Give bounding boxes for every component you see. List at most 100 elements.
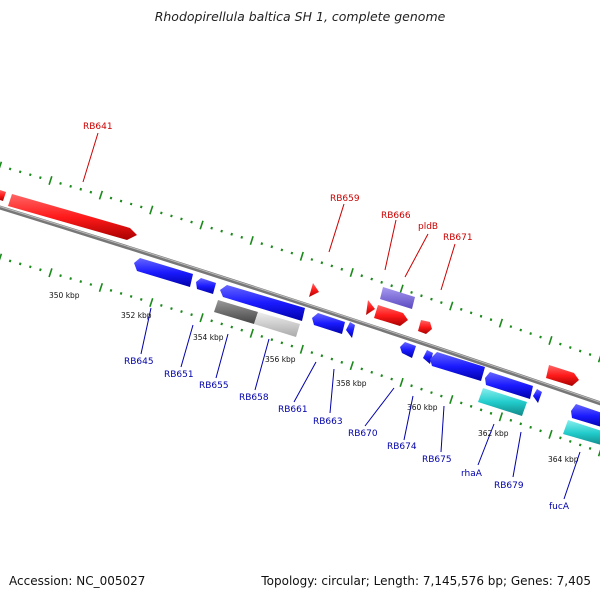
gene-label: RB671 xyxy=(443,233,473,243)
tick-mark xyxy=(230,325,234,329)
tick-mark xyxy=(479,314,483,318)
tick-mark xyxy=(270,338,274,342)
tick-mark xyxy=(129,202,133,206)
tick-mark xyxy=(320,354,324,358)
gene-forward xyxy=(309,283,319,297)
gene-reverse xyxy=(196,278,216,294)
gene-label: RB663 xyxy=(313,417,343,427)
tick-mark xyxy=(498,318,504,328)
gene-grey xyxy=(214,300,258,324)
gene-reverse xyxy=(346,322,355,338)
tick-mark xyxy=(509,418,513,422)
tick-mark xyxy=(340,360,344,364)
tick-mark xyxy=(149,297,154,307)
tick-mark xyxy=(260,334,264,338)
tick-mark xyxy=(588,353,592,356)
tick-mark xyxy=(330,264,334,268)
tick-mark xyxy=(199,220,204,230)
tick-mark xyxy=(39,176,42,180)
tick-mark xyxy=(430,391,433,395)
tick-mark xyxy=(320,261,324,265)
gene-rna xyxy=(478,388,527,416)
tick-mark xyxy=(380,280,383,284)
gene-label: RB658 xyxy=(239,393,269,403)
tick-mark xyxy=(420,294,423,298)
scale-label: 352 kbp xyxy=(121,311,152,320)
accession-text: Accession: NC_005027 xyxy=(9,574,146,588)
gene-label: RB679 xyxy=(494,481,524,491)
gene-label: RB655 xyxy=(199,381,229,391)
tick-mark xyxy=(69,184,72,188)
gene-reverse xyxy=(571,404,600,427)
gene-label: RB651 xyxy=(164,370,194,380)
tick-mark xyxy=(109,288,113,292)
tick-mark xyxy=(98,282,104,293)
tick-mark xyxy=(349,267,354,278)
gene-label: pldB xyxy=(418,222,438,232)
tick-mark xyxy=(199,313,204,323)
tick-mark xyxy=(249,328,254,338)
gene-label: RB659 xyxy=(330,194,360,204)
tick-mark xyxy=(299,344,304,354)
tick-mark xyxy=(39,268,42,272)
tick-mark xyxy=(479,408,483,412)
gene-label: RB674 xyxy=(387,442,417,452)
gene-reverse xyxy=(430,352,485,381)
tick-mark xyxy=(489,411,493,415)
tick-mark xyxy=(559,436,562,440)
tick-mark xyxy=(79,280,83,283)
scale-label: 356 kbp xyxy=(265,355,296,364)
tick-mark xyxy=(360,367,364,371)
tick-mark xyxy=(349,361,354,371)
tick-mark xyxy=(299,251,304,261)
gene-forward xyxy=(374,305,408,326)
tick-ring-lower xyxy=(0,253,600,457)
gene-reverse xyxy=(400,342,416,358)
tick-mark xyxy=(69,277,72,280)
tick-mark xyxy=(340,267,344,271)
tick-mark xyxy=(180,217,183,221)
gene-reverse xyxy=(485,372,533,399)
gene-grey xyxy=(254,312,300,337)
tick-mark xyxy=(290,344,294,348)
tick-mark xyxy=(119,199,123,203)
gene-pseudo xyxy=(380,287,415,309)
tick-mark xyxy=(170,214,173,218)
tick-mark xyxy=(240,235,244,239)
tick-mark xyxy=(597,449,600,457)
backbone-highlight xyxy=(0,206,600,403)
tick-mark xyxy=(459,401,463,405)
tick-mark xyxy=(119,291,123,295)
gene-reverse xyxy=(533,389,542,403)
scale-label: 362 kbp xyxy=(478,429,509,438)
tick-mark xyxy=(180,310,183,314)
gene-forward xyxy=(8,194,137,240)
tick-mark xyxy=(578,443,582,447)
tick-mark xyxy=(160,304,163,307)
tick-mark xyxy=(160,211,163,215)
gene-reverse xyxy=(312,313,345,334)
map-title: Rhodopirellula baltica SH 1, complete ge… xyxy=(154,9,446,24)
tick-mark xyxy=(240,328,244,332)
tick-mark xyxy=(399,284,404,294)
tick-mark xyxy=(170,307,173,310)
tick-mark xyxy=(568,346,572,349)
forward-label-leaders xyxy=(82,132,456,291)
tick-mark xyxy=(249,235,254,246)
tick-mark xyxy=(578,349,582,353)
tick-mark xyxy=(370,370,374,374)
gene-label: RB645 xyxy=(124,357,154,367)
tick-mark xyxy=(588,446,592,450)
tick-mark xyxy=(330,357,334,361)
gene-label: fucA xyxy=(549,502,570,512)
tick-mark xyxy=(440,301,443,304)
gene-label: RB661 xyxy=(278,405,308,415)
tick-mark xyxy=(548,335,553,346)
tick-mark xyxy=(8,167,12,171)
tick-mark xyxy=(410,291,413,294)
tick-mark xyxy=(98,190,104,200)
scale-label: 360 kbp xyxy=(407,403,438,412)
tick-mark xyxy=(529,332,532,335)
tick-mark xyxy=(568,439,572,443)
tick-mark xyxy=(220,229,223,233)
